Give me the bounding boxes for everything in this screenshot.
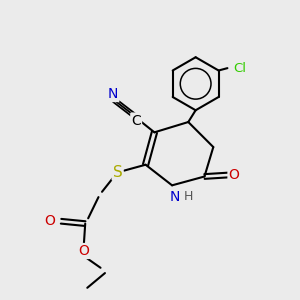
- Text: H: H: [184, 190, 193, 203]
- Text: O: O: [44, 214, 55, 228]
- Text: O: O: [229, 168, 239, 182]
- Text: C: C: [131, 114, 141, 128]
- Text: Cl: Cl: [233, 61, 246, 75]
- Text: S: S: [113, 165, 122, 180]
- Text: O: O: [78, 244, 89, 258]
- Text: N: N: [170, 190, 180, 203]
- Text: N: N: [108, 87, 119, 101]
